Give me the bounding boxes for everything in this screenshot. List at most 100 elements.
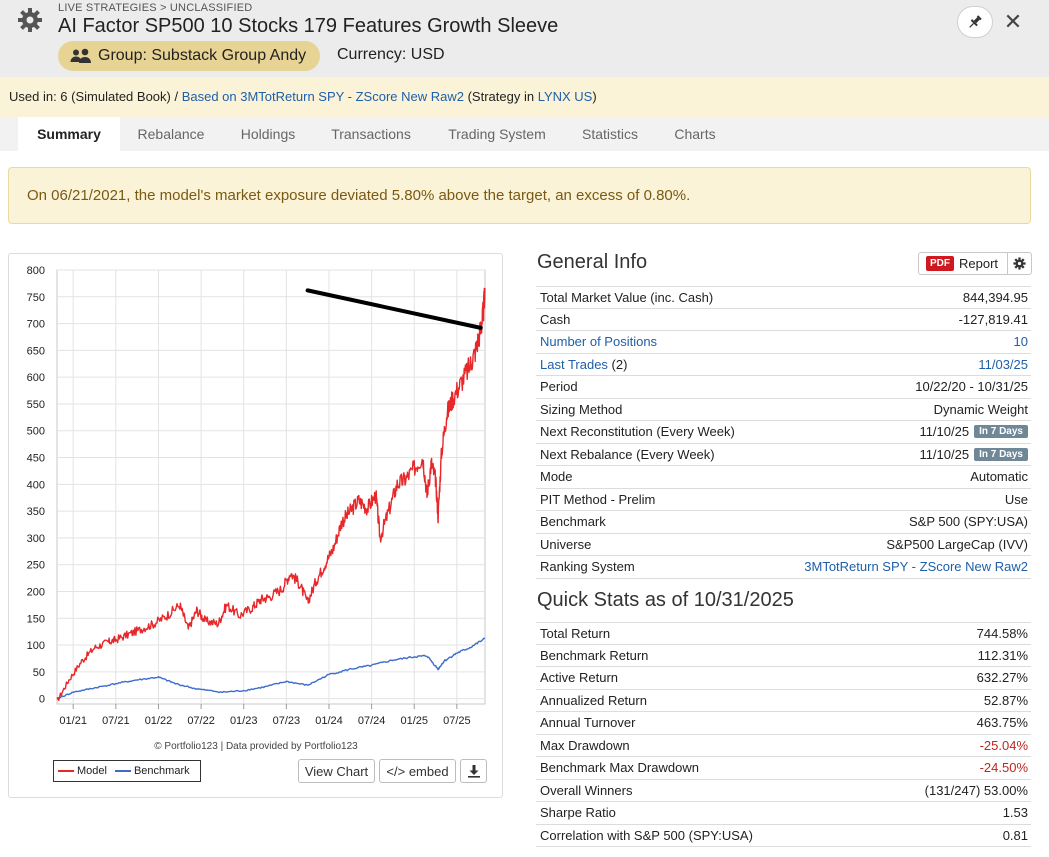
general-info-value: S&P500 LargeCap (IVV) — [886, 536, 1028, 552]
general-info-value: Use — [1004, 491, 1028, 507]
tab-summary[interactable]: Summary — [18, 117, 120, 151]
x-tick-label: 01/23 — [230, 715, 258, 727]
y-tick-label: 50 — [33, 667, 45, 679]
gear-icon — [1013, 257, 1026, 270]
x-tick-label: 07/23 — [273, 715, 301, 727]
quick-stats-title: Quick Stats as of 10/31/2025 — [537, 589, 794, 611]
general-info-label: Next Reconstitution (Every Week) — [540, 424, 735, 440]
breadcrumb[interactable]: LIVE STRATEGIES > UNCLASSIFIED — [58, 2, 253, 14]
group-label: Group: Substack Group Andy — [98, 47, 307, 64]
y-tick-label: 800 — [27, 265, 45, 277]
quick-stats-row: Total Return 744.58% — [536, 622, 1031, 645]
tab-bar: Summary Rebalance Holdings Transactions … — [0, 117, 1049, 151]
report-button[interactable]: PDF Report — [918, 252, 1032, 275]
y-tick-label: 700 — [27, 319, 45, 331]
general-info-value: 10/22/20 - 10/31/25 — [915, 379, 1028, 395]
quick-stats-value: (131/247) 53.00% — [924, 782, 1028, 798]
y-tick-label: 750 — [27, 292, 45, 304]
y-tick-label: 0 — [39, 694, 45, 706]
x-tick-label: 07/22 — [187, 715, 215, 727]
y-tick-label: 200 — [27, 586, 45, 598]
y-tick-label: 250 — [27, 560, 45, 572]
quick-stats-row: Max Drawdown -25.04% — [536, 735, 1031, 757]
page-header: LIVE STRATEGIES > UNCLASSIFIED AI Factor… — [0, 0, 1049, 77]
tab-transactions[interactable]: Transactions — [331, 126, 411, 142]
strategy-link[interactable]: LYNX US — [537, 89, 593, 104]
download-icon — [467, 765, 480, 778]
legend-benchmark-swatch — [114, 770, 131, 772]
quick-stats-value: 112.31% — [977, 647, 1028, 663]
tab-charts[interactable]: Charts — [674, 126, 716, 142]
y-tick-label: 650 — [27, 345, 45, 357]
chart-credit: © Portfolio123 | Data provided by Portfo… — [154, 741, 358, 752]
quick-stats-label: Sharpe Ratio — [540, 805, 616, 821]
general-info-row: Next Rebalance (Every Week) 11/10/25 In 7 … — [536, 444, 1031, 466]
users-icon — [70, 48, 91, 63]
general-info-label: Universe — [540, 536, 592, 552]
tab-trading-system[interactable]: Trading System — [448, 126, 546, 142]
legend-model[interactable]: Model — [77, 765, 107, 777]
general-info-label[interactable]: Last Trades (2) — [540, 356, 628, 372]
quick-stats-label: Active Return — [540, 670, 619, 686]
report-settings-button[interactable] — [1007, 253, 1031, 274]
y-tick-label: 500 — [27, 426, 45, 438]
general-info-label: Cash — [540, 311, 571, 327]
used-in-bar: Used in: 6 (Simulated Book) / Based on 3… — [0, 77, 1049, 117]
general-info-label[interactable]: Number of Positions — [540, 334, 658, 350]
quick-stats-label: Annualized Return — [540, 692, 647, 708]
chart-legend: Model Benchmark — [53, 760, 201, 782]
quick-stats-label: Benchmark Return — [540, 647, 649, 663]
strategy-in-text: (Strategy in — [463, 89, 538, 104]
y-tick-label: 450 — [27, 453, 45, 465]
x-tick-label: 01/24 — [315, 715, 343, 727]
view-chart-button[interactable]: View Chart — [298, 759, 375, 783]
general-info-row: Last Trades (2) 11/03/25 — [536, 354, 1031, 376]
group-badge[interactable]: Group: Substack Group Andy — [58, 41, 320, 71]
pin-icon — [969, 15, 982, 28]
close-icon[interactable]: ✕ — [1003, 9, 1023, 34]
general-info-row: Number of Positions 10 — [536, 331, 1031, 354]
quick-stats-value: 0.81 — [1002, 827, 1028, 843]
tab-holdings[interactable]: Holdings — [240, 126, 296, 142]
quick-stats-value: -24.50% — [979, 760, 1028, 776]
quick-stats-row: Benchmark Return 112.31% — [536, 645, 1031, 667]
quick-stats-value: 744.58% — [976, 625, 1028, 641]
pin-button[interactable] — [957, 6, 993, 38]
report-label: Report — [959, 256, 999, 271]
x-tick-label: 07/21 — [102, 715, 130, 727]
general-info-value: Dynamic Weight — [933, 401, 1028, 417]
quick-stats-value: 52.87% — [983, 692, 1028, 708]
plot-area — [56, 269, 486, 705]
legend-benchmark[interactable]: Benchmark — [133, 765, 190, 777]
general-info-row: Universe S&P500 LargeCap (IVV) — [536, 534, 1031, 556]
general-info-label: PIT Method - Prelim — [540, 491, 656, 507]
embed-button[interactable]: </> embed — [379, 759, 456, 783]
general-info-row: Ranking System 3MTotReturn SPY - ZScore N… — [536, 556, 1031, 579]
quick-stats-row: Sharpe Ratio 1.53 — [536, 802, 1031, 825]
quick-stats-label: Benchmark Max Drawdown — [540, 760, 699, 776]
used-in-prefix: Used in: 6 (Simulated Book) / — [9, 89, 182, 104]
page-title: AI Factor SP500 10 Stocks 179 Features G… — [58, 15, 559, 37]
general-info-value[interactable]: 10 — [1013, 334, 1028, 350]
quick-stats-value: 1.53 — [1002, 805, 1028, 821]
general-info-value[interactable]: 11/03/25 — [978, 356, 1028, 372]
gear-icon[interactable] — [16, 6, 44, 34]
quick-stats-row: Overall Winners (131/247) 53.00% — [536, 780, 1031, 802]
quick-stats-label: Annual Turnover — [540, 715, 636, 731]
tab-statistics[interactable]: Statistics — [581, 126, 638, 142]
quick-stats-value: -25.04% — [979, 737, 1028, 753]
quick-stats-label: Overall Winners — [540, 782, 633, 798]
general-info-value: Automatic — [970, 469, 1028, 485]
performance-chart[interactable]: 0 50 100 150 200 250 300 350 400 450 500 550 600 650 7… — [9, 254, 504, 799]
legend-model-swatch — [58, 770, 74, 772]
general-info-value[interactable]: 3MTotReturn SPY - ZScore New Raw2 — [804, 559, 1028, 575]
general-info-label: Total Market Value (inc. Cash) — [540, 289, 714, 305]
based-on-link[interactable]: Based on 3MTotReturn SPY - ZScore New Ra… — [181, 89, 464, 104]
download-button[interactable] — [460, 759, 487, 783]
general-info-row: Cash -127,819.41 — [536, 309, 1031, 331]
tab-rebalance[interactable]: Rebalance — [137, 126, 205, 142]
y-axis: 0 50 100 150 200 250 300 350 400 450 500 550 600 650 7… — [27, 265, 45, 706]
x-tick-label: 07/25 — [443, 715, 471, 727]
performance-chart-panel: 0 50 100 150 200 250 300 350 400 450 500 550 600 650 7… — [8, 253, 503, 798]
general-info-row: Next Reconstitution (Every Week) 11/10/25… — [536, 421, 1031, 444]
